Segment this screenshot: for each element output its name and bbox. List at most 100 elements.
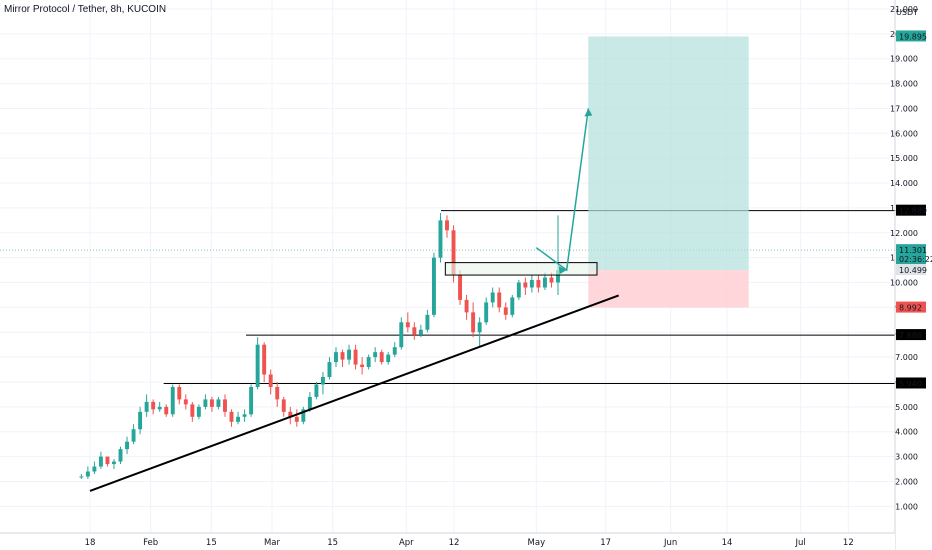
time-tick-label: 18 <box>85 538 96 548</box>
candle-body <box>529 280 534 288</box>
candle <box>477 317 482 348</box>
candle-body <box>249 386 254 415</box>
price-tick-label: 3.000 <box>895 453 918 462</box>
candle-body <box>464 299 469 313</box>
price-tick-label: 10.000 <box>890 279 918 288</box>
candle-body <box>497 292 502 308</box>
target-price-label: 19.895 <box>899 32 927 41</box>
candle-body <box>268 374 273 387</box>
candle-body <box>301 409 306 422</box>
price-tick-label: 19.000 <box>890 55 918 64</box>
candle <box>118 446 123 465</box>
countdown-label: 02:36:22 <box>899 255 932 264</box>
candle <box>268 369 273 395</box>
candle-body <box>138 411 143 430</box>
price-tick-label: 21.000 <box>890 5 918 14</box>
candle-body <box>157 406 162 410</box>
time-tick-label: 15 <box>327 538 338 548</box>
candle <box>399 317 404 350</box>
trendline <box>89 294 620 492</box>
candle-body <box>79 476 84 478</box>
arrow-head <box>584 108 593 117</box>
candle-body <box>510 297 515 315</box>
level-price-label: 7.886 <box>899 331 922 340</box>
candle <box>458 270 463 305</box>
time-tick-label: May <box>528 538 546 548</box>
candle-body <box>144 401 149 412</box>
candle <box>105 456 110 467</box>
candle <box>183 394 188 410</box>
candle-body <box>118 449 123 462</box>
price-axis[interactable]: 1.0002.0003.0004.0005.0006.0007.0008.000… <box>890 0 932 550</box>
candle <box>327 357 332 380</box>
candle <box>177 384 182 405</box>
candle <box>262 342 267 382</box>
candle <box>190 401 195 422</box>
candle-body <box>314 384 319 397</box>
candle <box>529 275 534 293</box>
candle-body <box>85 471 90 477</box>
candle-body <box>203 399 208 407</box>
candle <box>79 473 84 479</box>
candle-body <box>92 466 97 472</box>
candle-body <box>307 396 312 410</box>
candle <box>471 302 476 338</box>
candle-body <box>366 357 371 368</box>
candle <box>445 215 449 238</box>
price-tick-label: 18.000 <box>890 80 918 89</box>
candle <box>340 349 345 368</box>
candle <box>125 436 129 455</box>
candle-body <box>353 349 358 365</box>
candle-body <box>98 456 103 467</box>
candle <box>307 391 312 412</box>
candle-body <box>105 456 110 465</box>
candle-body <box>170 386 175 415</box>
time-axis-bg <box>0 533 895 550</box>
candle-body <box>216 399 221 407</box>
projection-arrow <box>535 108 590 272</box>
candle-body <box>477 322 482 333</box>
entry-zone-box <box>444 262 598 276</box>
price-tick-label: 14.000 <box>890 179 918 188</box>
time-tick-label: 15 <box>206 538 217 548</box>
candle <box>157 401 162 412</box>
candle-body <box>229 411 234 422</box>
candle <box>288 406 293 425</box>
candle <box>203 394 208 410</box>
candlestick-series <box>79 212 560 479</box>
candle-body <box>471 312 476 333</box>
candle <box>405 312 410 333</box>
candle-body <box>549 277 554 283</box>
level-price-label-bg <box>896 329 926 341</box>
candle <box>255 337 260 390</box>
candle <box>170 384 175 417</box>
candle <box>536 275 541 293</box>
price-tick-label: 16.000 <box>890 129 918 138</box>
candle-body <box>445 220 449 231</box>
candle <box>275 381 280 407</box>
arrow-head <box>558 266 567 275</box>
candle <box>236 411 241 425</box>
target-zone <box>588 36 749 271</box>
time-tick-label: 14 <box>722 538 733 548</box>
candle <box>347 344 352 365</box>
candle <box>209 396 214 412</box>
candle <box>503 302 508 320</box>
candle-body <box>373 352 378 358</box>
price-tick-label: 17.000 <box>890 104 918 113</box>
time-axis[interactable]: 18 Feb 15 Mar 15 Apr 12 May 17 Jun 14 Jul 12 <box>0 532 895 550</box>
candle <box>314 381 319 400</box>
candle-body <box>177 386 182 400</box>
candle-body <box>431 257 436 315</box>
candle-body <box>458 275 463 300</box>
price-tick-label: 1.000 <box>895 502 918 511</box>
candle-body <box>131 429 136 442</box>
candle-body <box>379 352 384 363</box>
candle <box>249 384 254 417</box>
candle-body <box>164 406 169 415</box>
candle <box>366 354 371 370</box>
candle-body <box>523 282 528 288</box>
candle-body <box>405 322 410 328</box>
price-tick-label: 7.000 <box>895 353 918 362</box>
